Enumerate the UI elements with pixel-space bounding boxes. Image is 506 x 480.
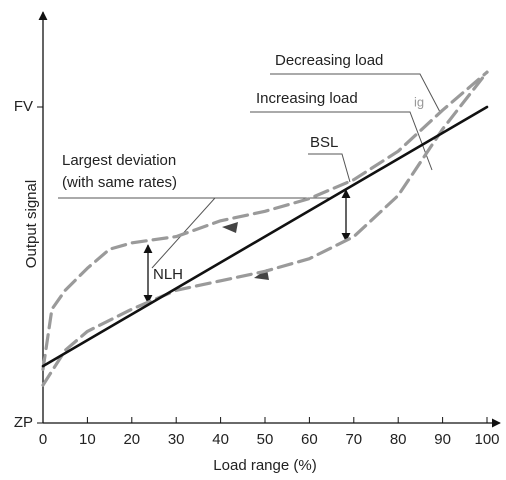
leader-line (250, 111, 433, 171)
hysteresis-curve (41, 70, 489, 371)
series-label: BSL (310, 134, 338, 151)
leader-line (270, 73, 441, 113)
x-tick-label: 50 (257, 431, 274, 448)
annotation: NLH (153, 266, 183, 283)
series-label: Increasing load (256, 90, 358, 107)
y-tick-label: ZP (14, 414, 33, 431)
x-tick-label: 80 (390, 431, 407, 448)
leader-line (58, 197, 217, 269)
x-tick-label: 10 (79, 431, 96, 448)
x-axis-title: Load range (%) (213, 457, 316, 474)
x-tick-label: 40 (212, 431, 229, 448)
best-straight-line (41, 105, 489, 368)
x-tick-label: 60 (301, 431, 318, 448)
x-tick-label: 30 (168, 431, 185, 448)
x-tick-label: 70 (345, 431, 362, 448)
x-tick-label: 0 (39, 431, 47, 448)
x-tick-label: 100 (474, 431, 499, 448)
direction-arrow (222, 222, 238, 233)
x-tick-label: 90 (434, 431, 451, 448)
annotation: ig (414, 94, 424, 109)
hysteresis-curve (41, 70, 489, 387)
annotation: (with same rates) (62, 174, 177, 191)
leader-line (308, 153, 351, 183)
series-label: Decreasing load (275, 52, 383, 69)
annotation: Largest deviation (62, 152, 176, 169)
y-axis-title: Output signal (23, 180, 40, 268)
x-tick-label: 20 (123, 431, 140, 448)
y-tick-label: FV (14, 98, 33, 115)
